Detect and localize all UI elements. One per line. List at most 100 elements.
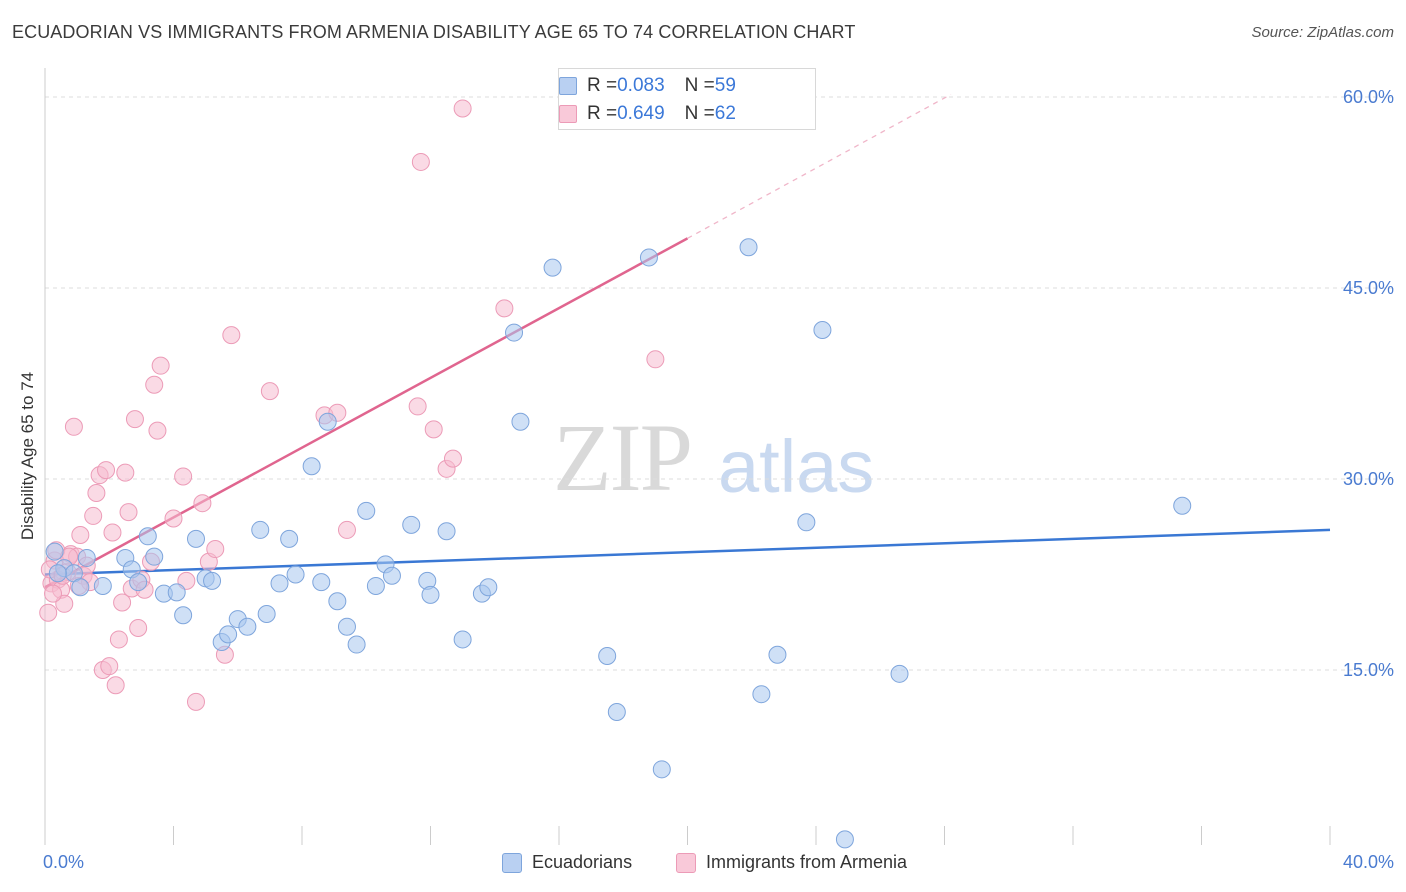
data-point-armenia [113,593,132,612]
legend-n-label: N = [684,75,715,96]
data-point-armenia [174,467,193,486]
data-point-ecuadorians [437,522,456,541]
data-point-armenia [125,410,144,429]
data-point-armenia [71,526,90,545]
data-point-ecuadorians [129,573,148,592]
legend-n-value: 59 [714,75,736,96]
axes [44,68,1331,845]
data-point-ecuadorians [186,529,205,548]
data-point-ecuadorians [768,645,787,664]
data-point-ecuadorians [752,685,771,704]
data-point-armenia [193,494,212,513]
data-point-armenia [109,630,128,649]
data-point-ecuadorians [318,412,337,431]
data-point-armenia [145,375,164,394]
legend-r-label: R = [587,75,618,96]
data-point-ecuadorians [270,574,289,593]
series-armenia-points [39,99,665,711]
data-point-armenia [443,449,462,468]
data-point-armenia [103,523,122,542]
bottom-legend-swatch-blue [502,852,522,873]
x-tick-label-max: 40.0% [1342,852,1394,872]
data-point-ecuadorians [1173,496,1192,515]
data-point-ecuadorians [382,566,401,585]
data-point-ecuadorians [835,830,854,849]
data-point-armenia [206,540,225,559]
data-point-ecuadorians [479,578,498,597]
data-point-ecuadorians [890,664,909,683]
data-point-ecuadorians [652,760,671,779]
data-point-ecuadorians [286,565,305,584]
legend-n-value: 62 [714,103,736,124]
data-point-armenia [151,356,170,375]
legend-row-ecuadorians: R = 0.083 N = 59 [559,73,736,99]
data-point-armenia [119,503,138,522]
bottom-legend-label: Immigrants from Armenia [706,852,908,872]
data-point-ecuadorians [45,542,64,561]
data-point-armenia [408,397,427,416]
data-point-ecuadorians [813,321,832,340]
data-point-armenia [186,692,205,711]
data-point-ecuadorians [543,258,562,277]
data-point-ecuadorians [739,238,758,257]
watermark-atlas: atlas [718,425,875,508]
data-point-ecuadorians [302,457,321,476]
data-point-armenia [337,520,356,539]
data-point-armenia [148,421,167,440]
data-point-armenia [411,152,430,171]
y-tick-label: 60.0% [1342,87,1394,107]
data-point-ecuadorians [421,585,440,604]
data-point-armenia [87,484,106,503]
correlation-legend: R = 0.083 N = 59 R = 0.649 N = 62 [558,68,816,130]
legend-swatch-blue [559,77,577,95]
legend-r-value: 0.083 [617,75,665,96]
trend-line-ecuadorians [44,528,1331,576]
y-axis-label: Disability Age 65 to 74 [18,371,37,541]
data-point-ecuadorians [337,617,356,636]
y-tick-label: 30.0% [1342,469,1394,489]
legend-r-label: R = [587,103,618,124]
data-point-ecuadorians [145,547,164,566]
source-label: Source: ZipAtlas.com [1251,24,1394,41]
data-point-ecuadorians [357,501,376,520]
data-point-armenia [222,326,241,345]
watermark-zip: ZIP [553,404,693,511]
data-point-ecuadorians [77,548,96,567]
bottom-legend-swatch-pink [676,852,696,873]
y-tick-label: 45.0% [1342,278,1394,298]
data-point-ecuadorians [93,576,112,595]
data-point-ecuadorians [797,513,816,532]
bottom-legend-armenia: Immigrants from Armenia [676,852,907,873]
series-ecuadorians-points [45,238,1192,849]
data-point-armenia [44,584,63,603]
data-point-ecuadorians [598,646,617,665]
bottom-legend-label: Ecuadorians [532,852,633,872]
data-point-armenia [84,506,103,525]
legend-swatch-pink [559,105,577,123]
trend-line-armenia-extension [687,93,952,239]
data-point-ecuadorians [607,703,626,722]
gridlines [45,96,1395,671]
data-point-armenia [177,571,196,590]
data-point-ecuadorians [402,515,421,534]
data-point-armenia [495,299,514,318]
data-point-ecuadorians [639,248,658,267]
legend-n-label: N = [684,103,715,124]
data-point-ecuadorians [71,578,90,597]
chart-title: ECUADORIAN VS IMMIGRANTS FROM ARMENIA DI… [12,22,856,42]
data-point-ecuadorians [219,625,238,644]
data-point-ecuadorians [251,520,270,539]
data-point-armenia [97,461,116,480]
data-point-armenia [453,99,472,118]
data-point-armenia [55,594,74,613]
data-point-ecuadorians [328,592,347,611]
data-point-armenia [64,417,83,436]
data-point-armenia [106,676,125,695]
data-point-ecuadorians [505,323,524,342]
data-point-armenia [100,657,119,676]
data-point-ecuadorians [203,571,222,590]
data-point-armenia [116,463,135,482]
data-point-ecuadorians [167,583,186,602]
data-point-armenia [260,382,279,401]
